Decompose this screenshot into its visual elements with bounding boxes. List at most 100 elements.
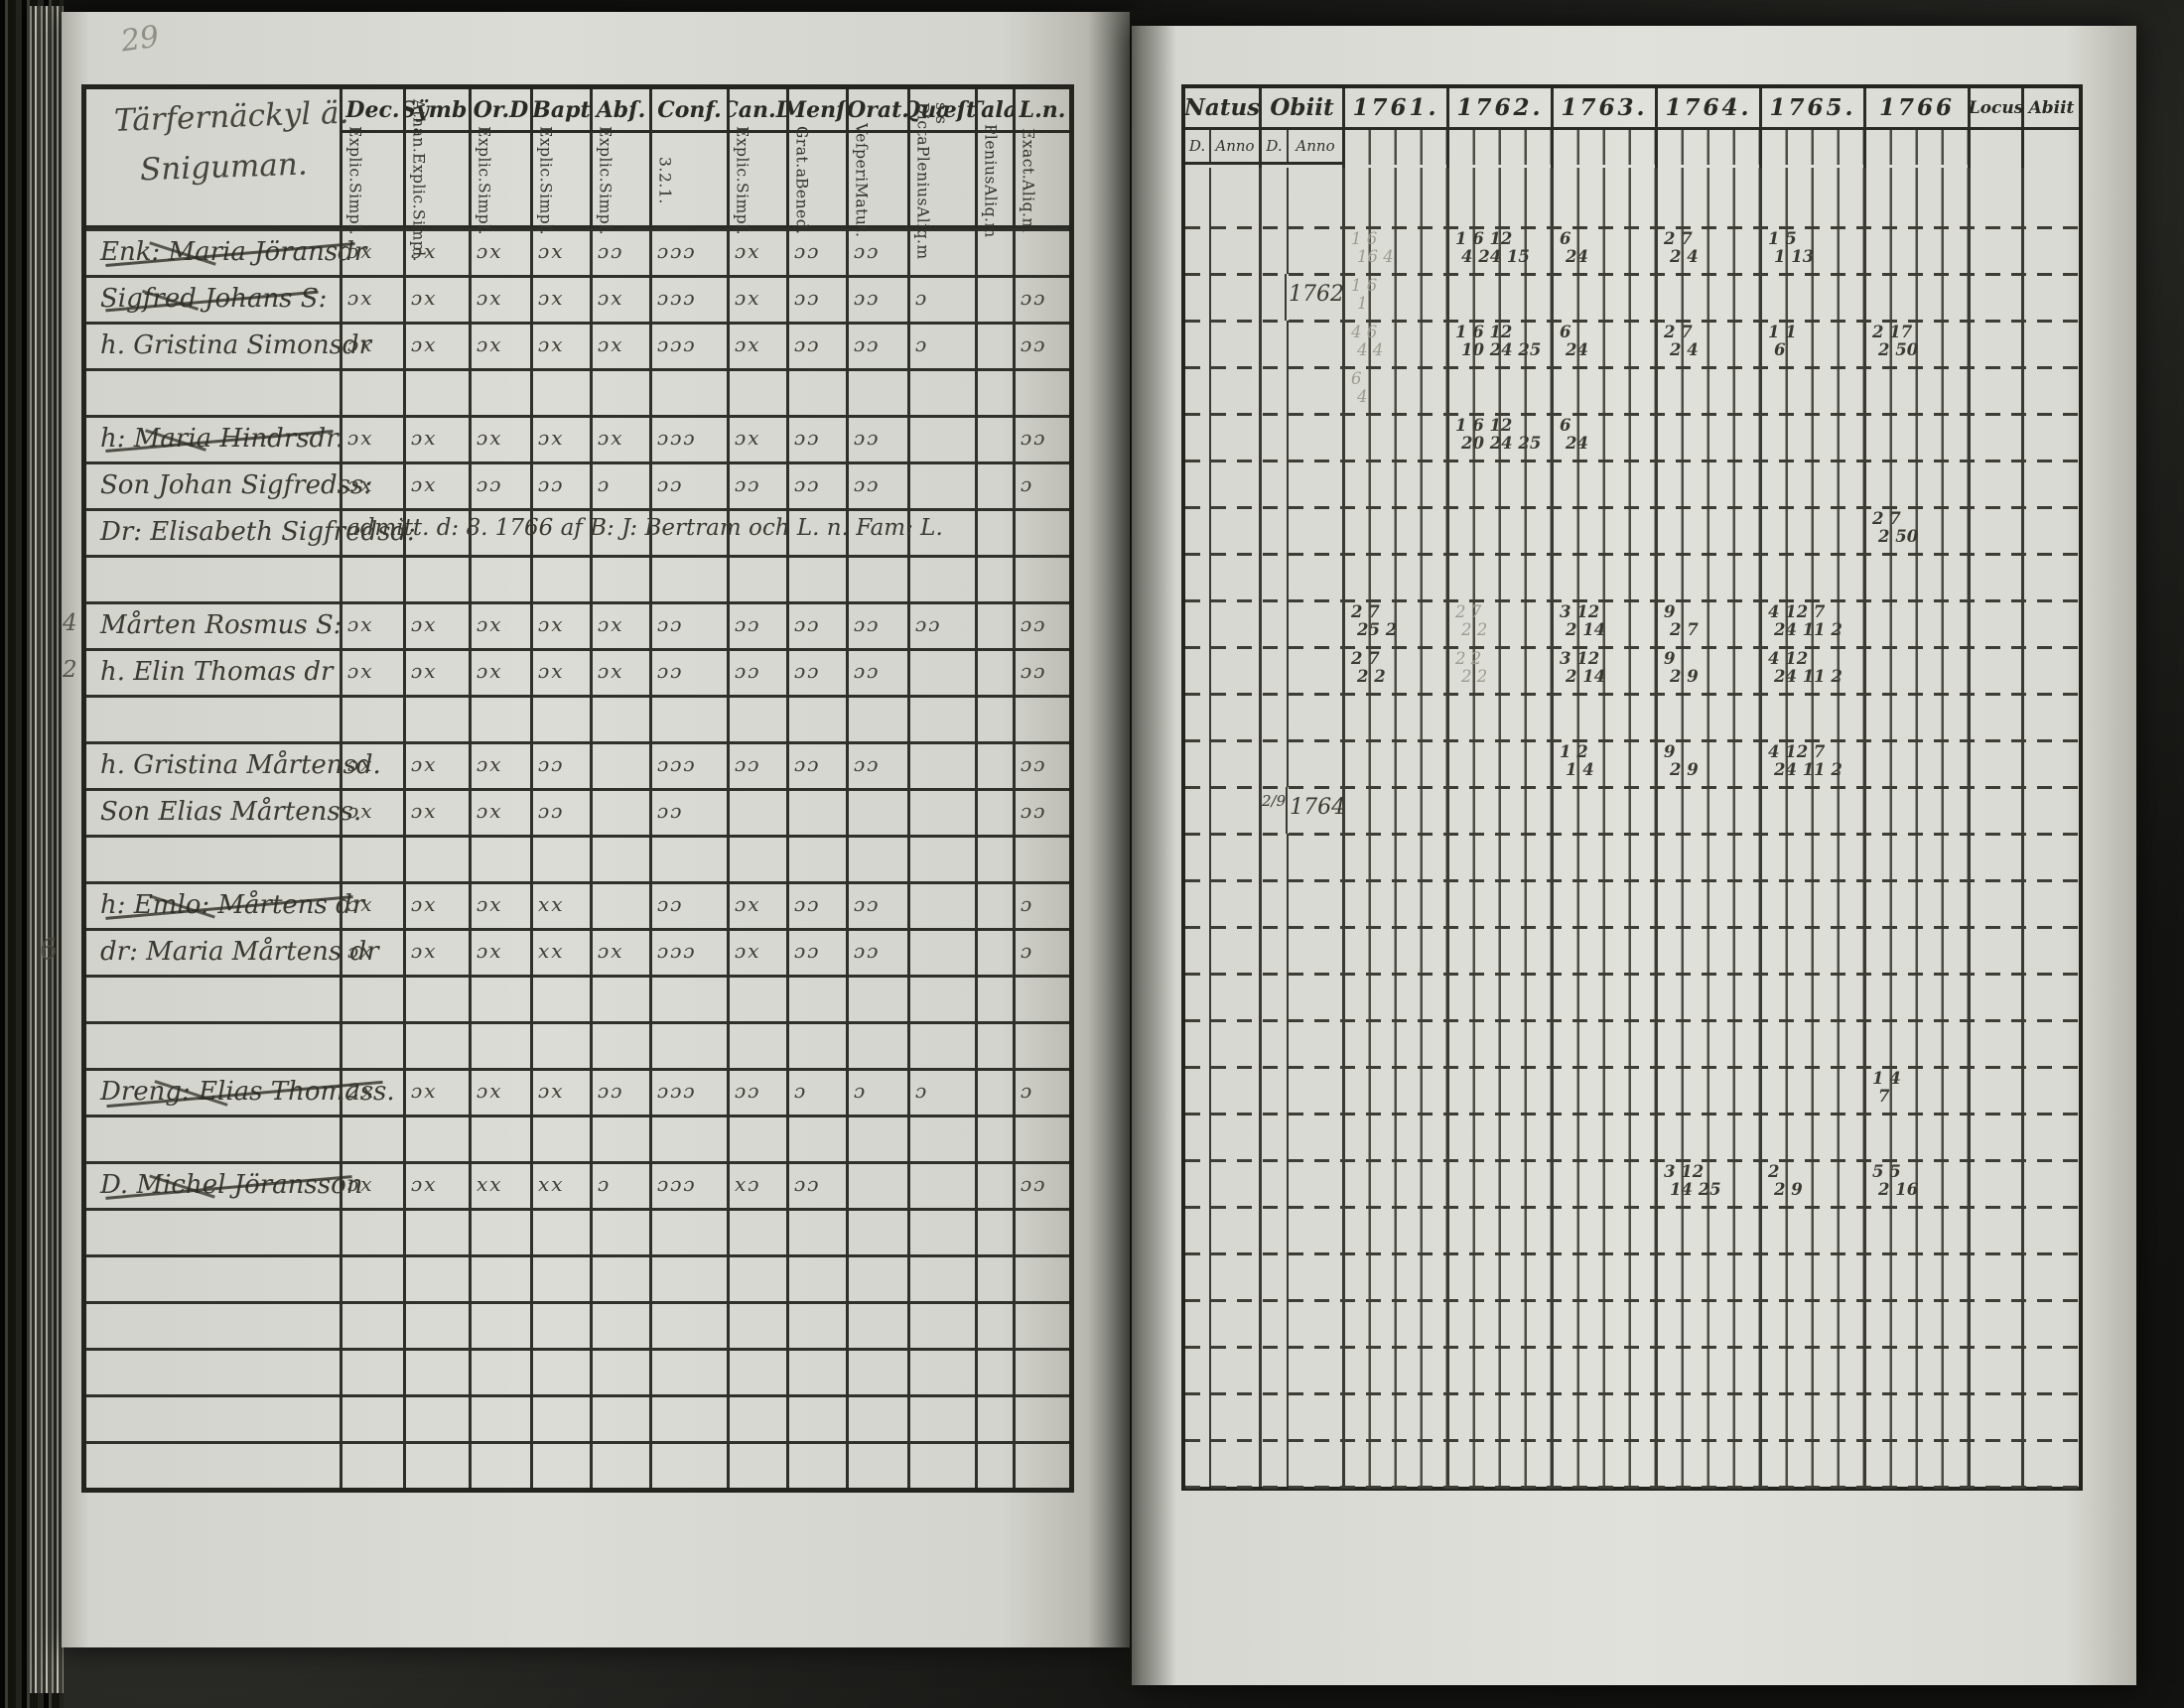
- obiit-cell: [1259, 168, 1342, 227]
- date-top: 1 6 12: [1455, 323, 1513, 341]
- mark-cell: [846, 698, 907, 741]
- abiit-cell: [2021, 1253, 2079, 1300]
- obiit-anno-cell: [1287, 834, 1342, 880]
- name-cell: [86, 1397, 340, 1441]
- mark-cell: ɔɔ: [786, 231, 846, 275]
- name-cell: [86, 1117, 340, 1161]
- year-cell: [1655, 460, 1759, 507]
- person-name: D. Michel Jöransson: [100, 1170, 363, 1200]
- date-top: 5 5: [1872, 1162, 1901, 1181]
- mark-cell: [786, 511, 846, 555]
- mark-cell: [649, 511, 727, 555]
- sublabel-line: Grat.a: [792, 126, 811, 179]
- mark-cell: ɔx: [530, 278, 590, 322]
- abiit-cell: [2021, 507, 2079, 554]
- year-cell: [1446, 460, 1551, 507]
- obiit-anno-cell: [1287, 647, 1342, 694]
- table-row: [86, 1208, 1069, 1254]
- natus-d-cell: [1185, 507, 1209, 554]
- obiit-anno-cell: 1762: [1285, 274, 1344, 321]
- natus-cell: [1185, 414, 1259, 460]
- table-row: [1185, 168, 2079, 229]
- mark-cell: [727, 1117, 786, 1161]
- year-cell: [1446, 554, 1551, 600]
- obiit-cell: [1259, 1300, 1342, 1347]
- year-cell: [1551, 554, 1655, 600]
- year-cell: [1863, 974, 1968, 1020]
- mark-cell: [975, 231, 1013, 275]
- column-header: Orat. Veſperi Matut.: [846, 89, 907, 238]
- date-bottom: 4: [1357, 387, 1368, 407]
- date-top: 2 7: [1664, 229, 1693, 248]
- year-cell: 1 6 16 4: [1342, 227, 1446, 274]
- natus-anno-cell: [1209, 1347, 1259, 1393]
- locus-cell: [1968, 974, 2021, 1020]
- year-cell: [1342, 507, 1446, 554]
- mark-cell: [649, 1351, 727, 1394]
- locus-cell: [1968, 694, 2021, 740]
- mark-cell: [727, 511, 786, 555]
- natus-cell: [1185, 740, 1259, 787]
- mark-cell: [649, 1257, 727, 1301]
- mark-cell: [530, 978, 590, 1021]
- year-cell: [1551, 460, 1655, 507]
- natus-d-cell: [1185, 974, 1209, 1020]
- mark-cell: xx: [530, 884, 590, 928]
- obiit-anno-cell: [1287, 1347, 1342, 1393]
- obiit-cell: [1259, 1160, 1342, 1207]
- abiit-cell: [2021, 1020, 2079, 1067]
- mark-cell: [975, 511, 1013, 555]
- mark-cell: [907, 1351, 975, 1394]
- mark-cell: [975, 978, 1013, 1021]
- mark-cell: [590, 558, 649, 601]
- mark-cell: ɔx: [403, 931, 469, 975]
- obiit-anno-cell: [1287, 600, 1342, 647]
- natus-anno-cell: [1209, 787, 1259, 834]
- table-row: [1185, 694, 2079, 742]
- table-row: Son Johan Sigfredss: ɔx ɔx ɔɔ ɔɔ ɔ ɔɔ ɔɔ ɔɔ ɔɔ ɔ: [86, 461, 1069, 508]
- natus-cell: [1185, 927, 1259, 974]
- mark-cell: ɔx: [469, 884, 530, 928]
- year-cell: [1759, 1440, 1863, 1487]
- mark-cell: [907, 1257, 975, 1301]
- mark-cell: [590, 978, 649, 1021]
- obiit-anno-cell: [1287, 1253, 1342, 1300]
- obiit-d-cell: [1262, 694, 1287, 740]
- obiit-d-cell: [1262, 507, 1287, 554]
- obiit-cell: [1259, 600, 1342, 647]
- mark-cell: [340, 371, 403, 415]
- abiit-label: Abiit: [2024, 88, 2079, 130]
- locus-cell: [1968, 1253, 2021, 1300]
- year-cell: [1863, 1347, 1968, 1393]
- natus-cell: [1185, 1253, 1259, 1300]
- mark-cell: [1013, 1351, 1069, 1394]
- mark-cell: [469, 371, 530, 415]
- mark-cell: [907, 464, 975, 508]
- abiit-cell: [2021, 880, 2079, 927]
- year-cell: [1655, 974, 1759, 1020]
- obiit-anno-cell: 1764: [1286, 787, 1345, 834]
- obiit-d-cell: [1262, 600, 1287, 647]
- natus-d-cell: [1185, 168, 1209, 227]
- sublabel-line: Explic.: [596, 125, 614, 183]
- mark-cell: [846, 1024, 907, 1068]
- year-cell: [1551, 1393, 1655, 1440]
- mark-cell: ɔɔ: [846, 278, 907, 322]
- mark-cell: [403, 1024, 469, 1068]
- mark-cell: [846, 838, 907, 881]
- mark-cell: xx: [530, 931, 590, 975]
- mark-cell: ɔx: [403, 278, 469, 322]
- mark-cell: [340, 558, 403, 601]
- mark-cell: [1013, 1397, 1069, 1441]
- year-cell: [1551, 274, 1655, 321]
- abiit-cell: [2021, 460, 2079, 507]
- mark-cell: [340, 1257, 403, 1301]
- mark-cell: [975, 604, 1013, 648]
- obiit-d-cell: [1262, 974, 1287, 1020]
- mark-cell: [403, 1211, 469, 1254]
- mark-cell: [727, 371, 786, 415]
